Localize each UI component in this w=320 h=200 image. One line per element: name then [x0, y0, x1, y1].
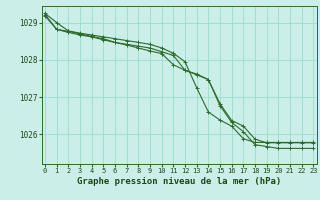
X-axis label: Graphe pression niveau de la mer (hPa): Graphe pression niveau de la mer (hPa)	[77, 177, 281, 186]
